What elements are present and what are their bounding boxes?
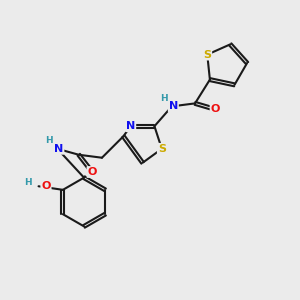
Text: N: N [54, 144, 64, 154]
Text: H: H [24, 178, 32, 187]
Text: S: S [158, 144, 166, 154]
Text: N: N [126, 121, 135, 131]
Text: H: H [45, 136, 53, 145]
Text: O: O [211, 104, 220, 114]
Text: O: O [88, 167, 97, 177]
Text: H: H [160, 94, 167, 103]
Text: O: O [41, 181, 51, 191]
Text: N: N [169, 101, 178, 111]
Text: S: S [203, 50, 211, 60]
